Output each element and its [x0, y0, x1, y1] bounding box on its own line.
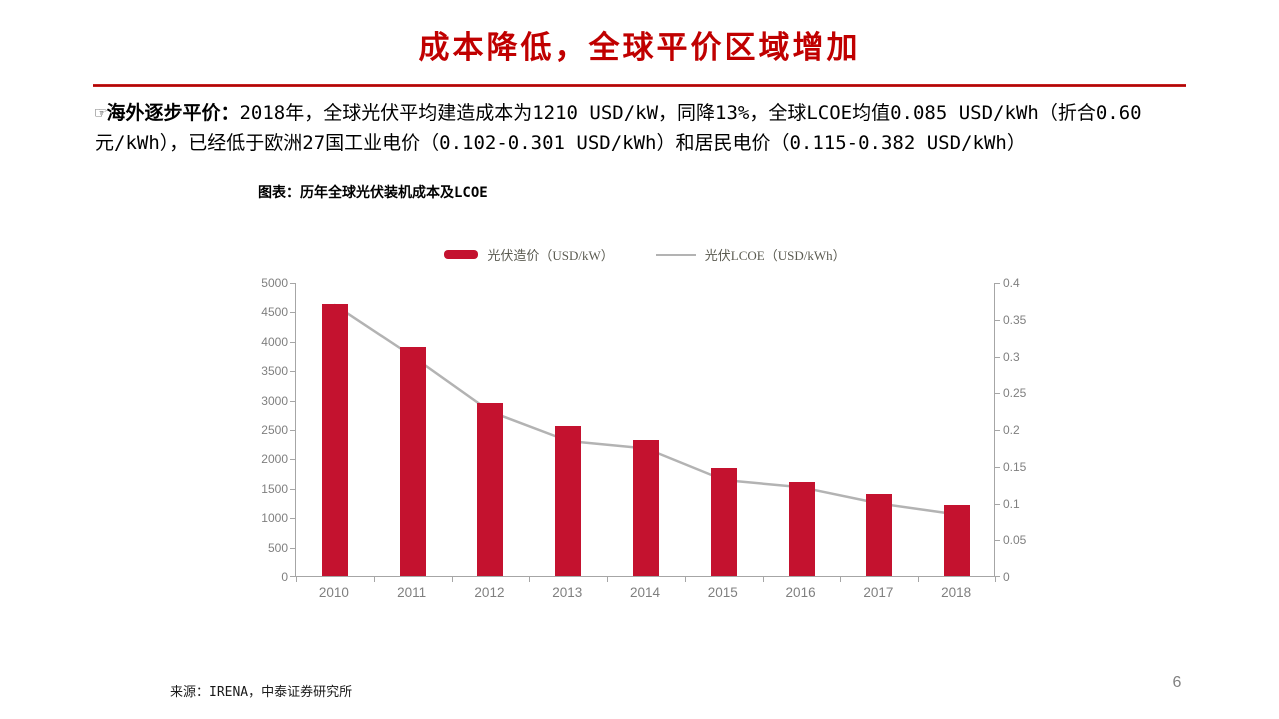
left-axis-tick-mark [290, 576, 296, 577]
legend-label-lcoe: 光伏LCOE（USD/kWh） [704, 248, 846, 263]
left-axis-tick-label: 3500 [261, 364, 288, 379]
legend-item-lcoe: 光伏LCOE（USD/kWh） [655, 245, 846, 264]
x-axis-tick-mark [684, 576, 686, 582]
bar-2012 [477, 403, 504, 576]
left-axis-tick-mark [290, 547, 296, 549]
right-axis-tick-mark [994, 576, 1000, 577]
left-axis-tick-mark [290, 341, 296, 343]
left-y-axis: 5000 4500 4000 3500 3000 2500 2000 1500 1000 500 0 [245, 276, 288, 584]
bar-series-swatch-icon [444, 250, 479, 259]
left-axis-tick-label: 0 [281, 570, 288, 584]
right-axis-tick-label: 0.1 [1003, 496, 1020, 511]
page-number: 6 [1172, 674, 1182, 691]
left-axis-tick-mark [290, 518, 296, 520]
left-axis-tick-label: 5000 [261, 276, 288, 290]
x-axis-tick-mark [607, 576, 609, 582]
x-axis-label-2014: 2014 [629, 585, 661, 600]
chart-legend: 光伏造价（USD/kW） 光伏LCOE（USD/kWh） [295, 245, 995, 264]
right-axis-tick-label: 0.2 [1003, 423, 1020, 437]
x-axis-tick-mark [296, 576, 297, 582]
legend-item-pv-cost: 光伏造价（USD/kW） [444, 245, 614, 264]
source-note: 来源：IRENA，中泰证券研究所 [170, 685, 353, 700]
left-axis-tick-label: 1000 [261, 511, 288, 526]
right-axis-tick-mark [994, 393, 1000, 395]
x-axis-label-2012: 2012 [474, 585, 505, 600]
page-title: 成本降低，全球平价区域增加 [418, 30, 861, 66]
left-axis-tick-label: 500 [267, 540, 288, 555]
bar-2014 [633, 439, 659, 576]
right-axis-tick-label: 0.05 [1003, 533, 1027, 548]
right-axis-tick-mark [994, 540, 1000, 542]
right-axis-tick-mark [994, 319, 1000, 321]
left-axis-tick-mark [290, 488, 296, 490]
left-axis-tick-mark [290, 371, 296, 373]
summary-paragraph: ☞海外逐步平价：2018年，全球光伏平均建造成本为1210 USD/kW，同降1… [95, 98, 1187, 158]
left-axis-tick-mark [290, 312, 296, 314]
x-axis-tick-mark [451, 576, 453, 582]
x-axis-labels: 2010 2011 2012 2013 2014 2015 2016 2017 2018 [295, 585, 995, 600]
left-axis-tick-mark [290, 400, 296, 402]
x-axis-tick-mark [995, 576, 996, 582]
line-series-swatch-icon [655, 253, 696, 256]
right-axis-tick-mark [994, 466, 1000, 468]
paragraph-lead: ☞海外逐步平价： [95, 102, 240, 124]
x-axis-tick-mark [762, 576, 764, 582]
legend-label-pv-cost: 光伏造价（USD/kW） [487, 248, 614, 263]
x-axis-label-2015: 2015 [707, 585, 738, 600]
right-axis-tick-mark [994, 356, 1000, 358]
bar-2011 [399, 347, 426, 576]
right-axis-tick-label: 0.15 [1003, 459, 1027, 474]
x-axis-label-2016: 2016 [785, 585, 816, 600]
left-axis-tick-label: 4500 [261, 305, 288, 320]
paragraph-body: 2018年，全球光伏平均建造成本为1210 USD/kW，同降13%，全球LCO… [95, 102, 1142, 154]
x-axis-label-2018: 2018 [941, 585, 972, 600]
x-axis-tick-mark [840, 576, 842, 582]
bar-2013 [555, 425, 582, 576]
x-axis-tick-mark [918, 576, 920, 582]
x-axis-label-2011: 2011 [397, 585, 427, 600]
bar-2018 [944, 504, 971, 576]
left-axis-tick-label: 2000 [261, 452, 288, 467]
left-axis-tick-label: 1500 [261, 481, 288, 496]
left-axis-tick-label: 3000 [261, 393, 288, 408]
left-axis-tick-mark [290, 283, 296, 284]
x-axis-tick-mark [529, 576, 531, 582]
right-axis-tick-label: 0.35 [1003, 312, 1027, 327]
right-axis-tick-mark [994, 283, 1000, 284]
x-axis-label-2017: 2017 [863, 585, 894, 600]
x-axis-label-2010: 2010 [318, 585, 349, 600]
plot-area [290, 283, 1000, 582]
bar-2017 [866, 494, 893, 576]
right-axis-tick-label: 0.4 [1003, 276, 1020, 290]
x-axis-label-2013: 2013 [552, 585, 583, 600]
left-axis-tick-label: 4000 [261, 334, 288, 349]
left-axis-tick-mark [290, 459, 296, 461]
right-axis-tick-mark [994, 503, 1000, 505]
right-axis-tick-label: 0 [1003, 570, 1010, 584]
bar-2016 [788, 481, 815, 576]
pv-cost-lcoe-chart: 光伏造价（USD/kW） 光伏LCOE（USD/kWh） 5000 4500 400… [245, 240, 1055, 615]
x-axis-tick-mark [373, 576, 375, 582]
right-axis-tick-label: 0.25 [1003, 386, 1027, 401]
right-axis-tick-label: 0.3 [1003, 349, 1020, 364]
left-axis-tick-mark [290, 430, 296, 431]
right-y-axis: 0.4 0.35 0.3 0.25 0.2 0.15 0.1 0.05 0 [1003, 276, 1055, 584]
right-axis-tick-mark [994, 430, 1000, 431]
figure-caption: 图表：历年全球光伏装机成本及LCOE [258, 185, 488, 201]
bar-2015 [710, 468, 737, 576]
bar-2010 [321, 304, 348, 576]
title-divider [93, 84, 1186, 87]
left-axis-tick-label: 2500 [261, 423, 288, 437]
